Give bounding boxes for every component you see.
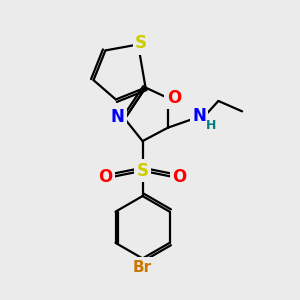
Text: S: S: [136, 162, 148, 180]
Text: O: O: [172, 168, 187, 186]
Text: O: O: [98, 168, 112, 186]
Text: H: H: [206, 119, 216, 132]
Text: S: S: [135, 34, 147, 52]
Text: O: O: [167, 89, 181, 107]
Text: N: N: [110, 108, 124, 126]
Text: Br: Br: [133, 260, 152, 275]
Text: N: N: [192, 107, 206, 125]
